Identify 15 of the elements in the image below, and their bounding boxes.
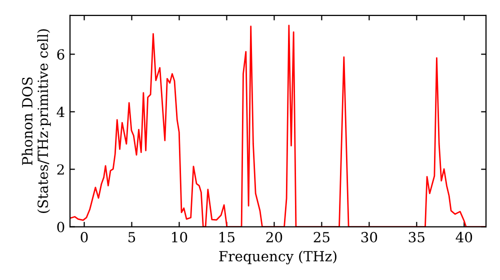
y-axis-title: Phonon DOS (States/THz·primitive cell)	[22, 29, 51, 213]
x-tick-label: 15	[220, 232, 234, 242]
x-tick-label: 30	[361, 232, 378, 242]
y-tick-label: 4	[56, 106, 64, 118]
x-tick-label: 40	[456, 232, 472, 242]
y-tick-label: 6	[57, 49, 64, 60]
x-tick-label: 25	[314, 232, 330, 242]
x-axis-title: Frequency (THz)	[219, 250, 336, 264]
x-tick-label: 35	[408, 232, 424, 242]
x-tick-label: 5	[128, 232, 136, 242]
x-tick-label: 0	[80, 232, 88, 242]
x-tick-label: 20	[266, 232, 282, 242]
y-tick-label: 0	[57, 222, 64, 232]
x-tick-label: 10	[172, 232, 188, 242]
y-tick-label: 2	[57, 164, 64, 175]
